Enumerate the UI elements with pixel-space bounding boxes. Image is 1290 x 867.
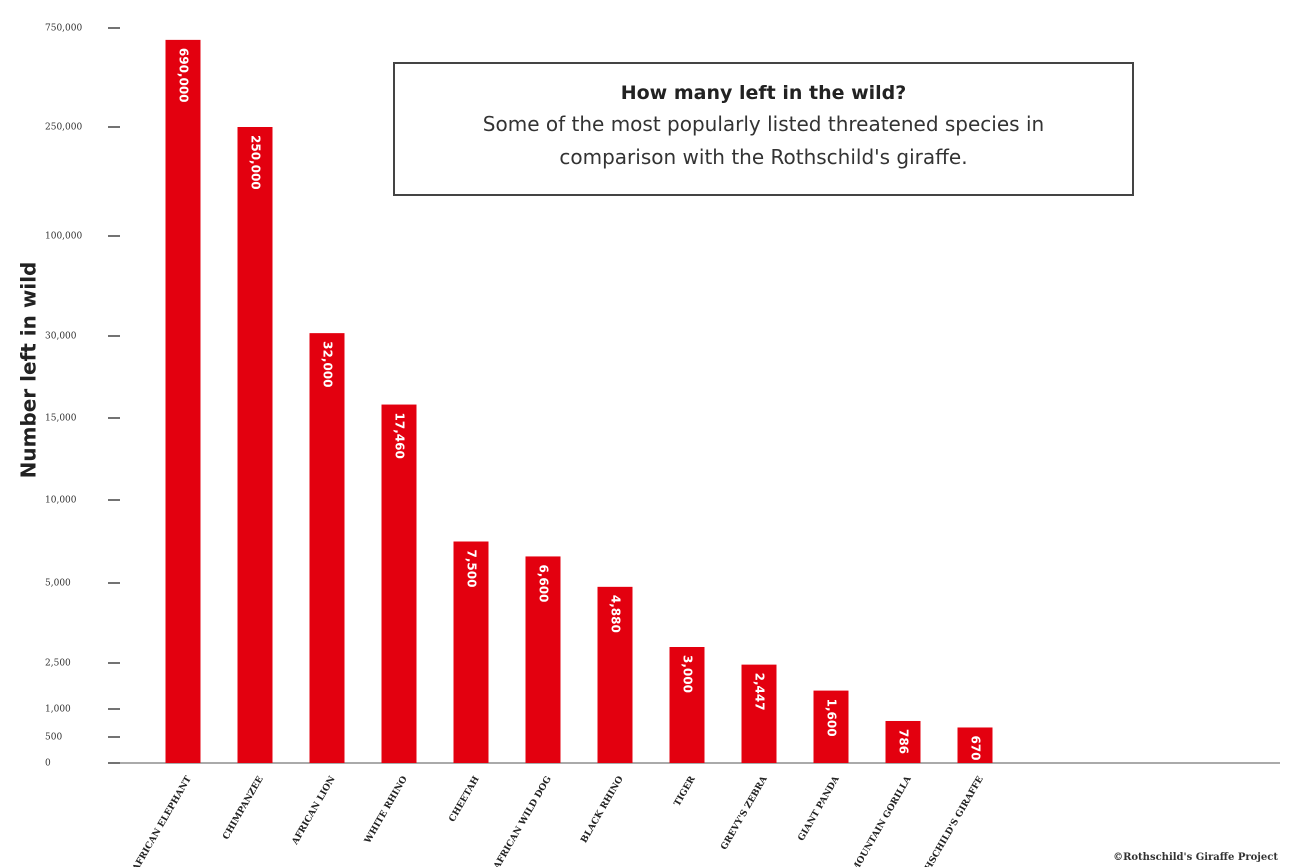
title-box: How many left in the wild? Some of the m… — [393, 62, 1134, 196]
value-label: 786 — [897, 729, 911, 754]
value-label: 7,500 — [465, 550, 479, 588]
bar — [237, 127, 273, 763]
bar — [165, 39, 201, 763]
x-tick-label: BLACK RHINO — [579, 775, 625, 845]
bar — [741, 664, 777, 763]
y-tick-label: 1,000 — [45, 705, 71, 715]
x-tick-label: AFRICAN WILD DOG — [492, 775, 554, 867]
x-tick-label: ROTHSCHILD'S GIRAFFE — [912, 775, 985, 867]
y-tick-label: 500 — [45, 733, 62, 743]
value-label: 670 — [969, 735, 983, 760]
y-tick-label: 750,000 — [45, 24, 82, 34]
bar — [309, 333, 345, 763]
x-tick-label: GREVY'S ZEBRA — [719, 774, 770, 852]
x-tick-label: AFRICAN LION — [290, 775, 338, 848]
y-tick-label: 250,000 — [45, 123, 82, 133]
y-tick-label: 2,500 — [45, 659, 71, 669]
x-tick-label: AFRICAN ELEPHANT — [131, 774, 194, 867]
x-tick-label: WHITE RHINO — [363, 775, 410, 847]
x-tick-label: TIGER — [673, 774, 698, 808]
y-axis-label: Number left in wild — [17, 262, 41, 479]
bar — [669, 647, 705, 763]
value-label: 4,880 — [609, 595, 623, 633]
bar — [885, 720, 921, 763]
value-label: 17,460 — [393, 413, 407, 459]
bar — [453, 541, 489, 763]
value-label: 690,000 — [177, 48, 191, 103]
y-tick-label: 5,000 — [45, 579, 71, 589]
bar — [957, 727, 993, 763]
y-tick-label: 10,000 — [45, 496, 77, 506]
chart-subtitle: Some of the most popularly listed threat… — [482, 112, 1045, 169]
bar — [597, 586, 633, 763]
bar — [381, 404, 417, 763]
value-label: 1,600 — [825, 699, 839, 737]
x-tick-label: CHEETAH — [448, 774, 482, 824]
credit: ©Rothschild's Giraffe Project — [1113, 852, 1278, 863]
bar — [813, 690, 849, 763]
bar — [525, 556, 561, 763]
value-label: 6,600 — [537, 564, 551, 602]
x-tick-label: MOUNTAIN GORILLA — [850, 774, 914, 867]
value-label: 32,000 — [321, 341, 335, 387]
chart-title: How many left in the wild? — [620, 82, 907, 104]
value-label: 250,000 — [249, 135, 263, 190]
x-tick-label: GIANT PANDA — [797, 774, 843, 843]
y-tick-label: 30,000 — [45, 332, 77, 342]
value-label: 2,447 — [753, 673, 767, 711]
y-tick-label: 0 — [45, 759, 51, 769]
y-tick-label: 100,000 — [45, 232, 82, 242]
value-label: 3,000 — [681, 655, 695, 693]
x-tick-label: CHIMPANZEE — [221, 775, 265, 842]
y-tick-label: 15,000 — [45, 414, 77, 424]
